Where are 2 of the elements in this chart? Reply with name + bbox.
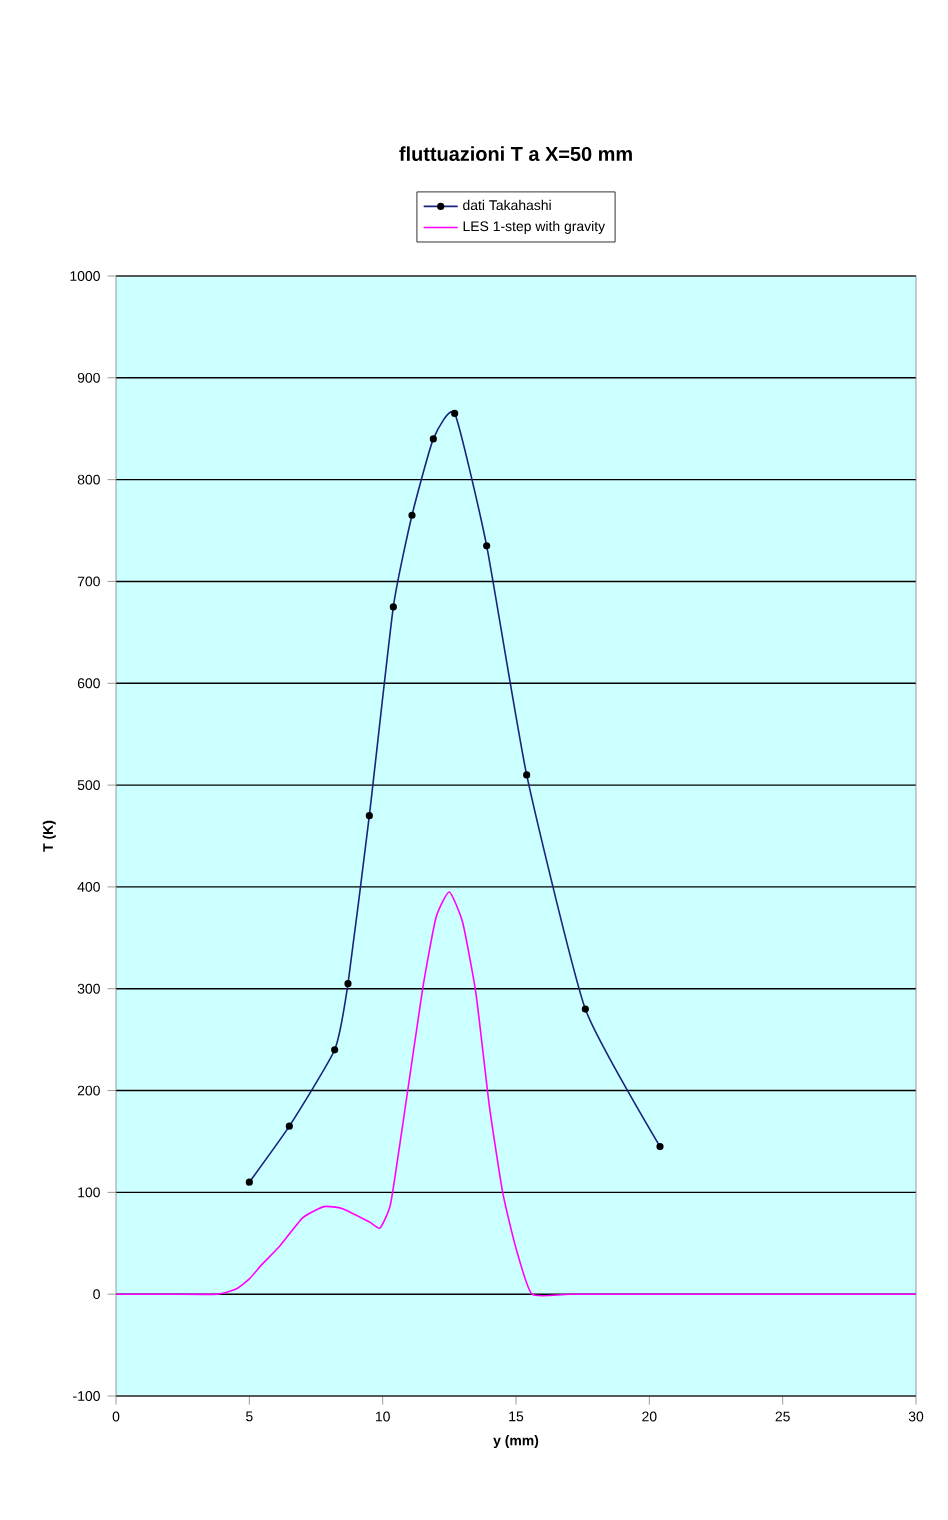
line-series: [116, 891, 917, 1297]
chart-title: fluttuazioni T a X=50 mm: [399, 146, 632, 161]
